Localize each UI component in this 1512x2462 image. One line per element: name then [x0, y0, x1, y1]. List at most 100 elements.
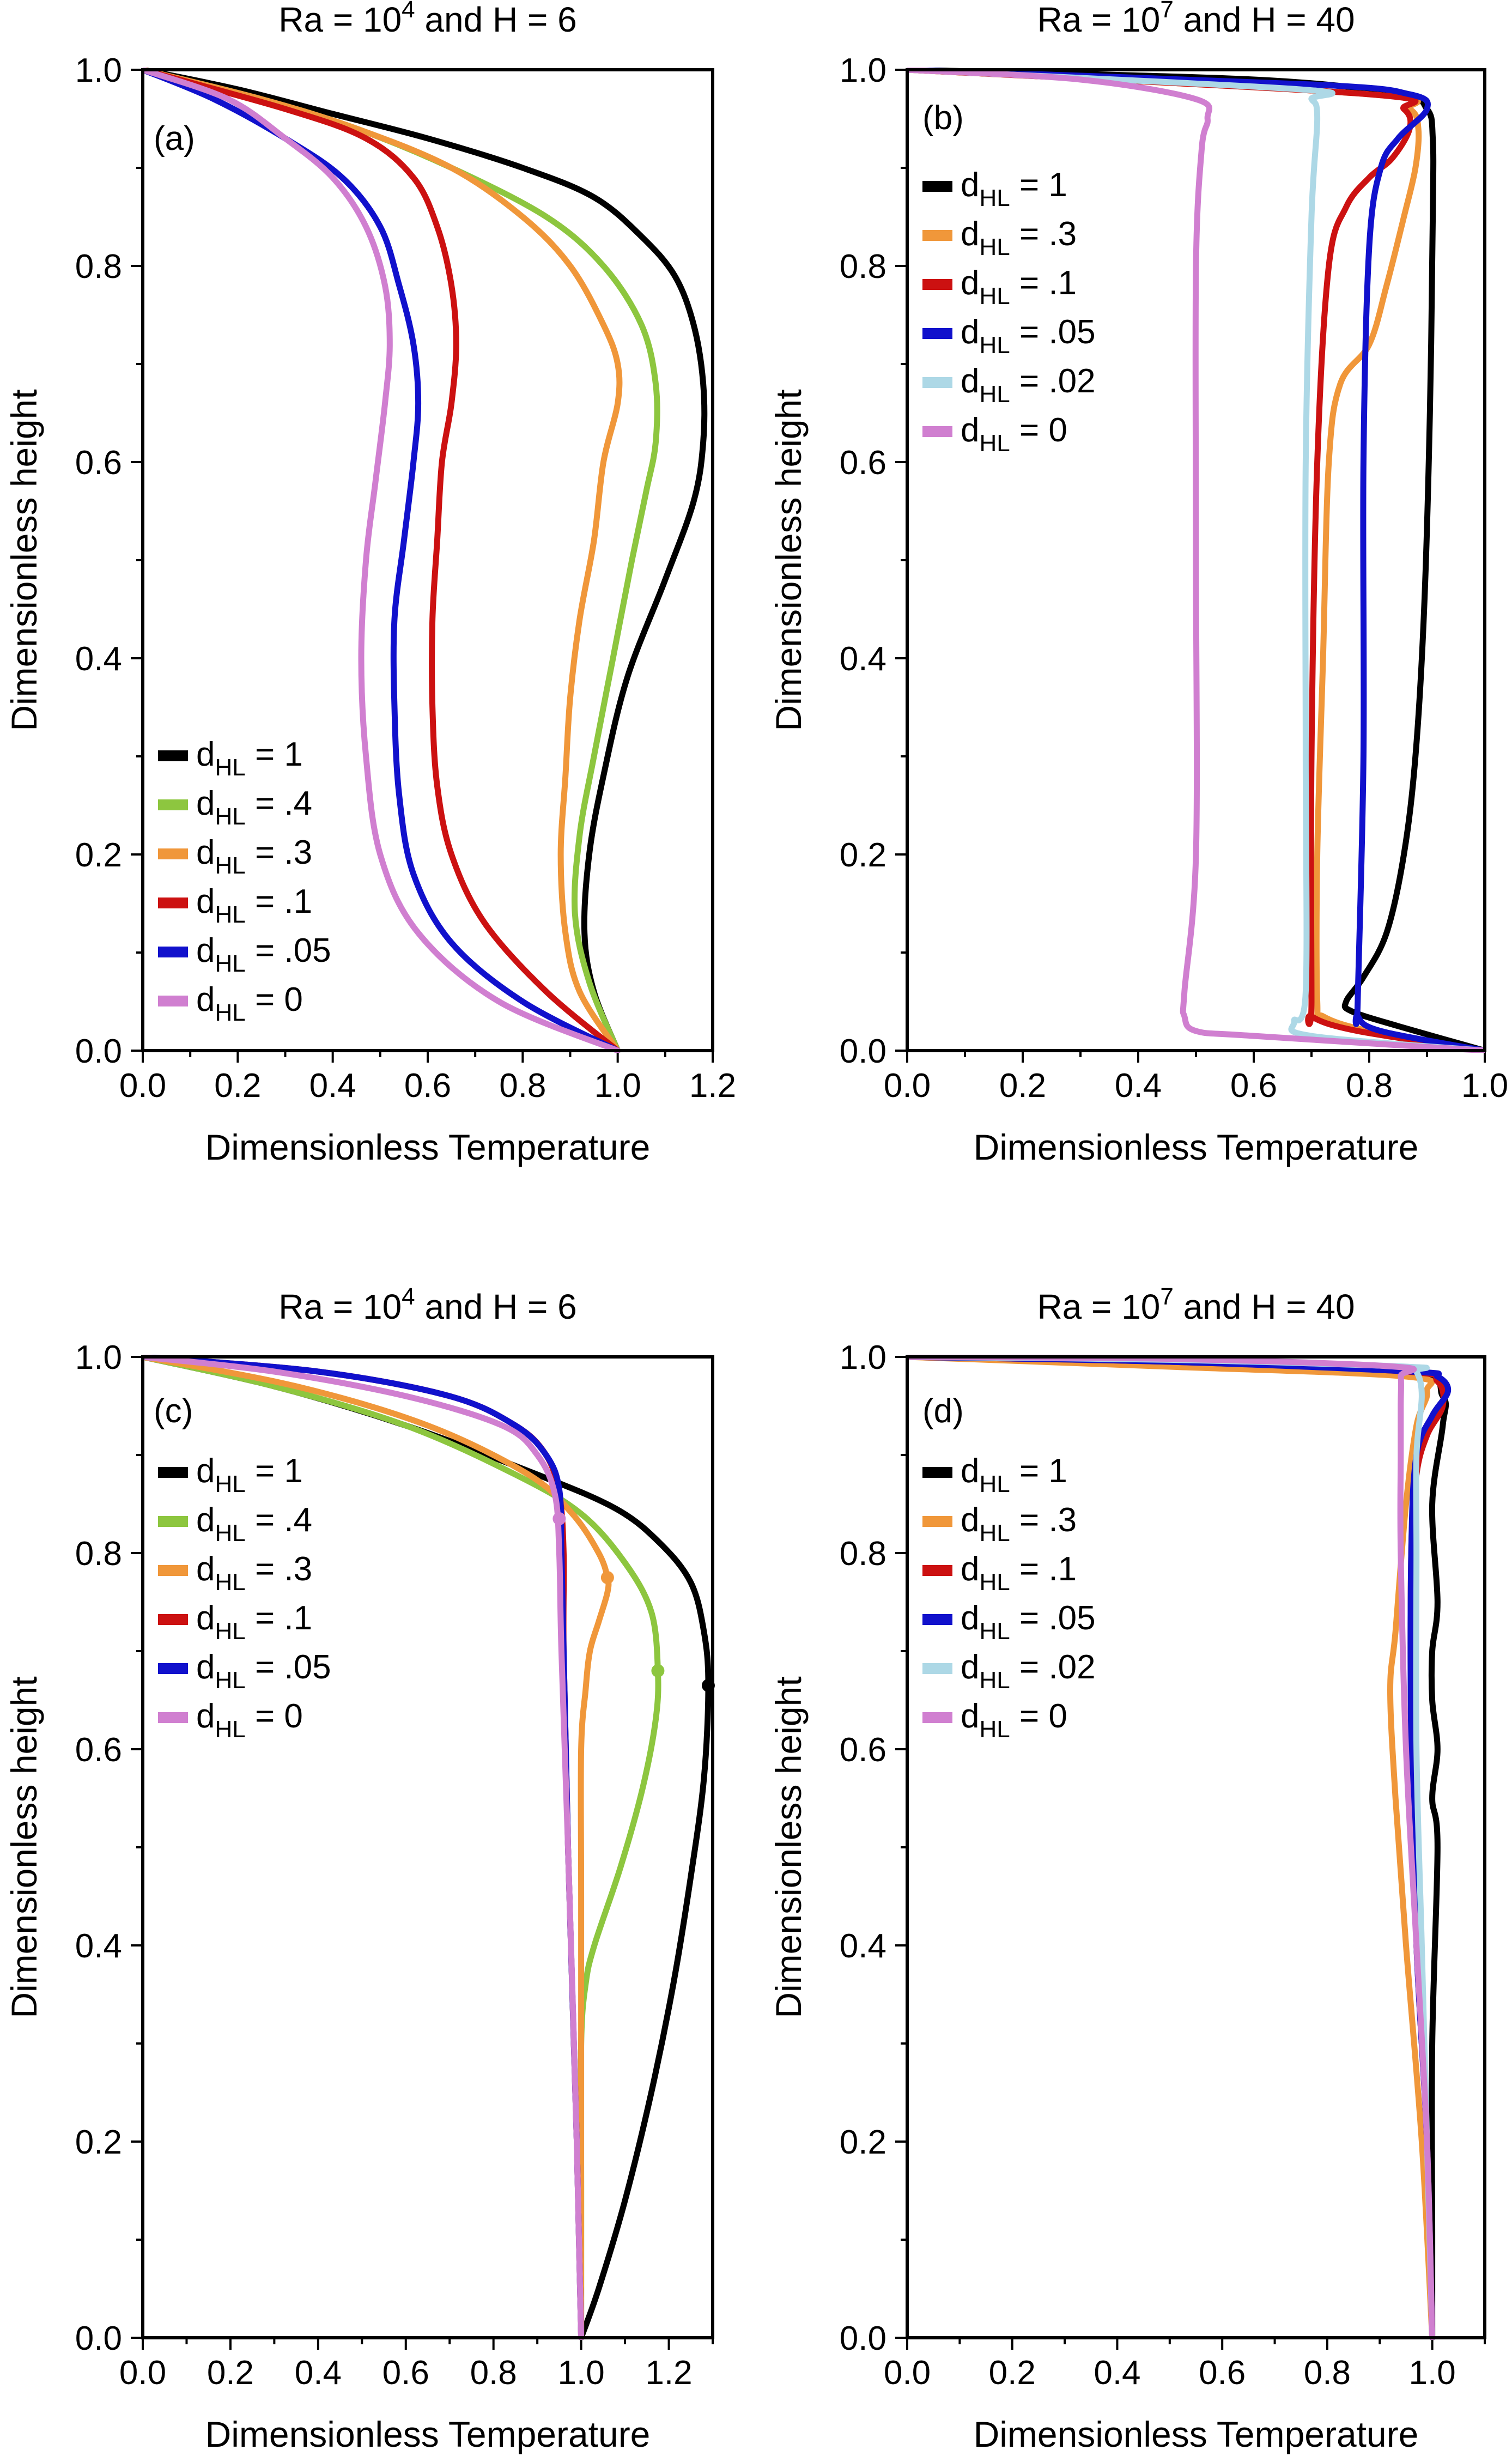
- y-tick-label: 0.4: [75, 640, 122, 678]
- series-line: [907, 1355, 1447, 2340]
- legend-entry: dHL = .3: [196, 1550, 312, 1596]
- x-axis-label: Dimensionless Temperature: [974, 2414, 1419, 2454]
- y-tick-label: 0.4: [75, 1927, 122, 1965]
- series-line: [907, 1355, 1449, 2340]
- series-line: [907, 1355, 1436, 2340]
- series-line: [143, 68, 621, 1053]
- legend-entry: dHL = .4: [196, 1501, 312, 1547]
- legend-entry: dHL = .05: [196, 1648, 331, 1694]
- y-tick-label: 0.8: [840, 248, 886, 286]
- series-line: [907, 1355, 1436, 2340]
- x-tick-label: 0.2: [214, 1067, 261, 1105]
- series-line: [907, 1355, 1436, 2340]
- y-axis-label: Dimensionless height: [768, 389, 809, 731]
- legend-entry: dHL = .1: [961, 1550, 1077, 1596]
- x-tick-label: 1.0: [1409, 2354, 1456, 2392]
- x-tick-label: 0.4: [1115, 1067, 1162, 1105]
- x-tick-label: 0.0: [884, 2354, 931, 2392]
- panel-label: (b): [922, 99, 964, 137]
- panel-d: Ra = 107 and H = 40 0.0 0.2 0.4 0.6 0.8 1.0 0.0…: [768, 1283, 1486, 2454]
- x-tick-label: 0.2: [989, 2354, 1036, 2392]
- series-line: [143, 68, 623, 1053]
- x-tick-label: 0.8: [470, 2354, 517, 2392]
- y-tick-label: 0.2: [840, 836, 886, 874]
- y-tick-label: 0.2: [75, 836, 122, 874]
- y-tick-label: 0.4: [840, 1927, 886, 1965]
- x-tick-label: 1.0: [1461, 1067, 1508, 1105]
- legend-entry: dHL = .1: [196, 1599, 312, 1645]
- x-tick-label: 0.6: [382, 2354, 429, 2392]
- legend-entry: dHL = .4: [196, 785, 312, 830]
- y-tick-label: 0.0: [840, 1033, 886, 1070]
- x-tick-label: 1.2: [645, 2354, 692, 2392]
- y-axis-label: Dimensionless height: [4, 389, 44, 731]
- data-marker: [600, 1571, 614, 1584]
- x-tick-label: 0.6: [1230, 1067, 1277, 1105]
- series-line: [907, 68, 1485, 1053]
- legend-entry: dHL = 0: [961, 1697, 1067, 1743]
- x-axis-label: Dimensionless Temperature: [205, 2414, 651, 2454]
- y-tick-label: 0.0: [840, 2320, 886, 2357]
- x-axis-label: Dimensionless Temperature: [974, 1127, 1419, 1167]
- x-tick-label: 0.4: [309, 1067, 356, 1105]
- y-tick-label: 0.8: [840, 1535, 886, 1573]
- chart-title: Ra = 104 and H = 6: [278, 0, 577, 39]
- series-line: [143, 68, 621, 1053]
- series-line: [143, 1355, 612, 2340]
- chart-title: Ra = 104 and H = 6: [278, 1283, 577, 1326]
- series-line: [907, 68, 1485, 1053]
- y-tick-label: 0.8: [75, 248, 122, 286]
- series-line: [907, 68, 1485, 1053]
- legend-entry: dHL = 0: [961, 411, 1067, 457]
- series-line: [907, 68, 1485, 1053]
- panel-c: Ra = 104 and H = 6 0.0 0.2 0.4 0.6 0.8 1.0 1.2 0…: [4, 1283, 715, 2454]
- x-axis-label: Dimensionless Temperature: [205, 1127, 651, 1167]
- x-tick-label: 0.4: [295, 2354, 342, 2392]
- y-tick-label: 0.6: [75, 1731, 122, 1769]
- legend-entry: dHL = .3: [961, 215, 1077, 260]
- y-tick-label: 0.6: [840, 1731, 886, 1769]
- series-line: [143, 68, 708, 1053]
- legend-entry: dHL = 1: [196, 736, 303, 781]
- y-tick-label: 0.4: [840, 640, 886, 678]
- y-tick-label: 0.0: [75, 1033, 122, 1070]
- x-tick-label: 1.0: [558, 2354, 605, 2392]
- legend-entry: dHL = 0: [196, 1697, 303, 1743]
- y-tick-label: 0.0: [75, 2320, 122, 2357]
- x-tick-label: 1.0: [594, 1067, 641, 1105]
- x-tick-label: 0.0: [884, 1067, 931, 1105]
- legend-entry: dHL = .1: [196, 883, 312, 928]
- legend-entry: dHL = .3: [961, 1501, 1077, 1547]
- y-tick-label: 0.2: [840, 2124, 886, 2161]
- y-tick-label: 1.0: [840, 52, 886, 89]
- legend-entry: dHL = .05: [961, 1599, 1096, 1645]
- x-tick-label: 0.8: [1346, 1067, 1393, 1105]
- legend-entry: dHL = 1: [961, 1452, 1067, 1497]
- x-tick-label: 0.6: [1199, 2354, 1246, 2392]
- x-tick-label: 0.8: [499, 1067, 546, 1105]
- x-tick-label: 1.2: [689, 1067, 736, 1105]
- y-tick-label: 0.6: [75, 444, 122, 482]
- series-line: [907, 1355, 1452, 2340]
- x-tick-label: 0.0: [119, 1067, 166, 1105]
- x-tick-label: 0.2: [207, 2354, 254, 2392]
- y-tick-label: 1.0: [75, 52, 122, 89]
- y-axis-label: Dimensionless height: [4, 1676, 44, 2018]
- plot-frame: [906, 68, 1486, 1052]
- legend-entry: dHL = .3: [196, 834, 312, 879]
- y-tick-label: 1.0: [75, 1339, 122, 1376]
- panel-b: Ra = 107 and H = 40 0.0 0.2 0.4 0.6 0.8 1.0 0.0…: [768, 0, 1508, 1167]
- data-marker: [552, 1512, 566, 1525]
- panel-label: (a): [154, 120, 195, 157]
- chart-title: Ra = 107 and H = 40: [1037, 1283, 1355, 1326]
- chart-title: Ra = 107 and H = 40: [1037, 0, 1355, 39]
- panel-label: (d): [922, 1392, 964, 1430]
- x-tick-label: 0.8: [1304, 2354, 1351, 2392]
- series-line: [143, 68, 621, 1053]
- panel-a: Ra = 104 and H = 6 0.0 0.2 0.4 0.6 0.8 1.0 1.2 0…: [4, 0, 736, 1167]
- legend-entry: dHL = .05: [961, 313, 1096, 359]
- plot-frame: [141, 68, 714, 1052]
- y-tick-label: 1.0: [840, 1339, 886, 1376]
- data-marker: [651, 1664, 665, 1677]
